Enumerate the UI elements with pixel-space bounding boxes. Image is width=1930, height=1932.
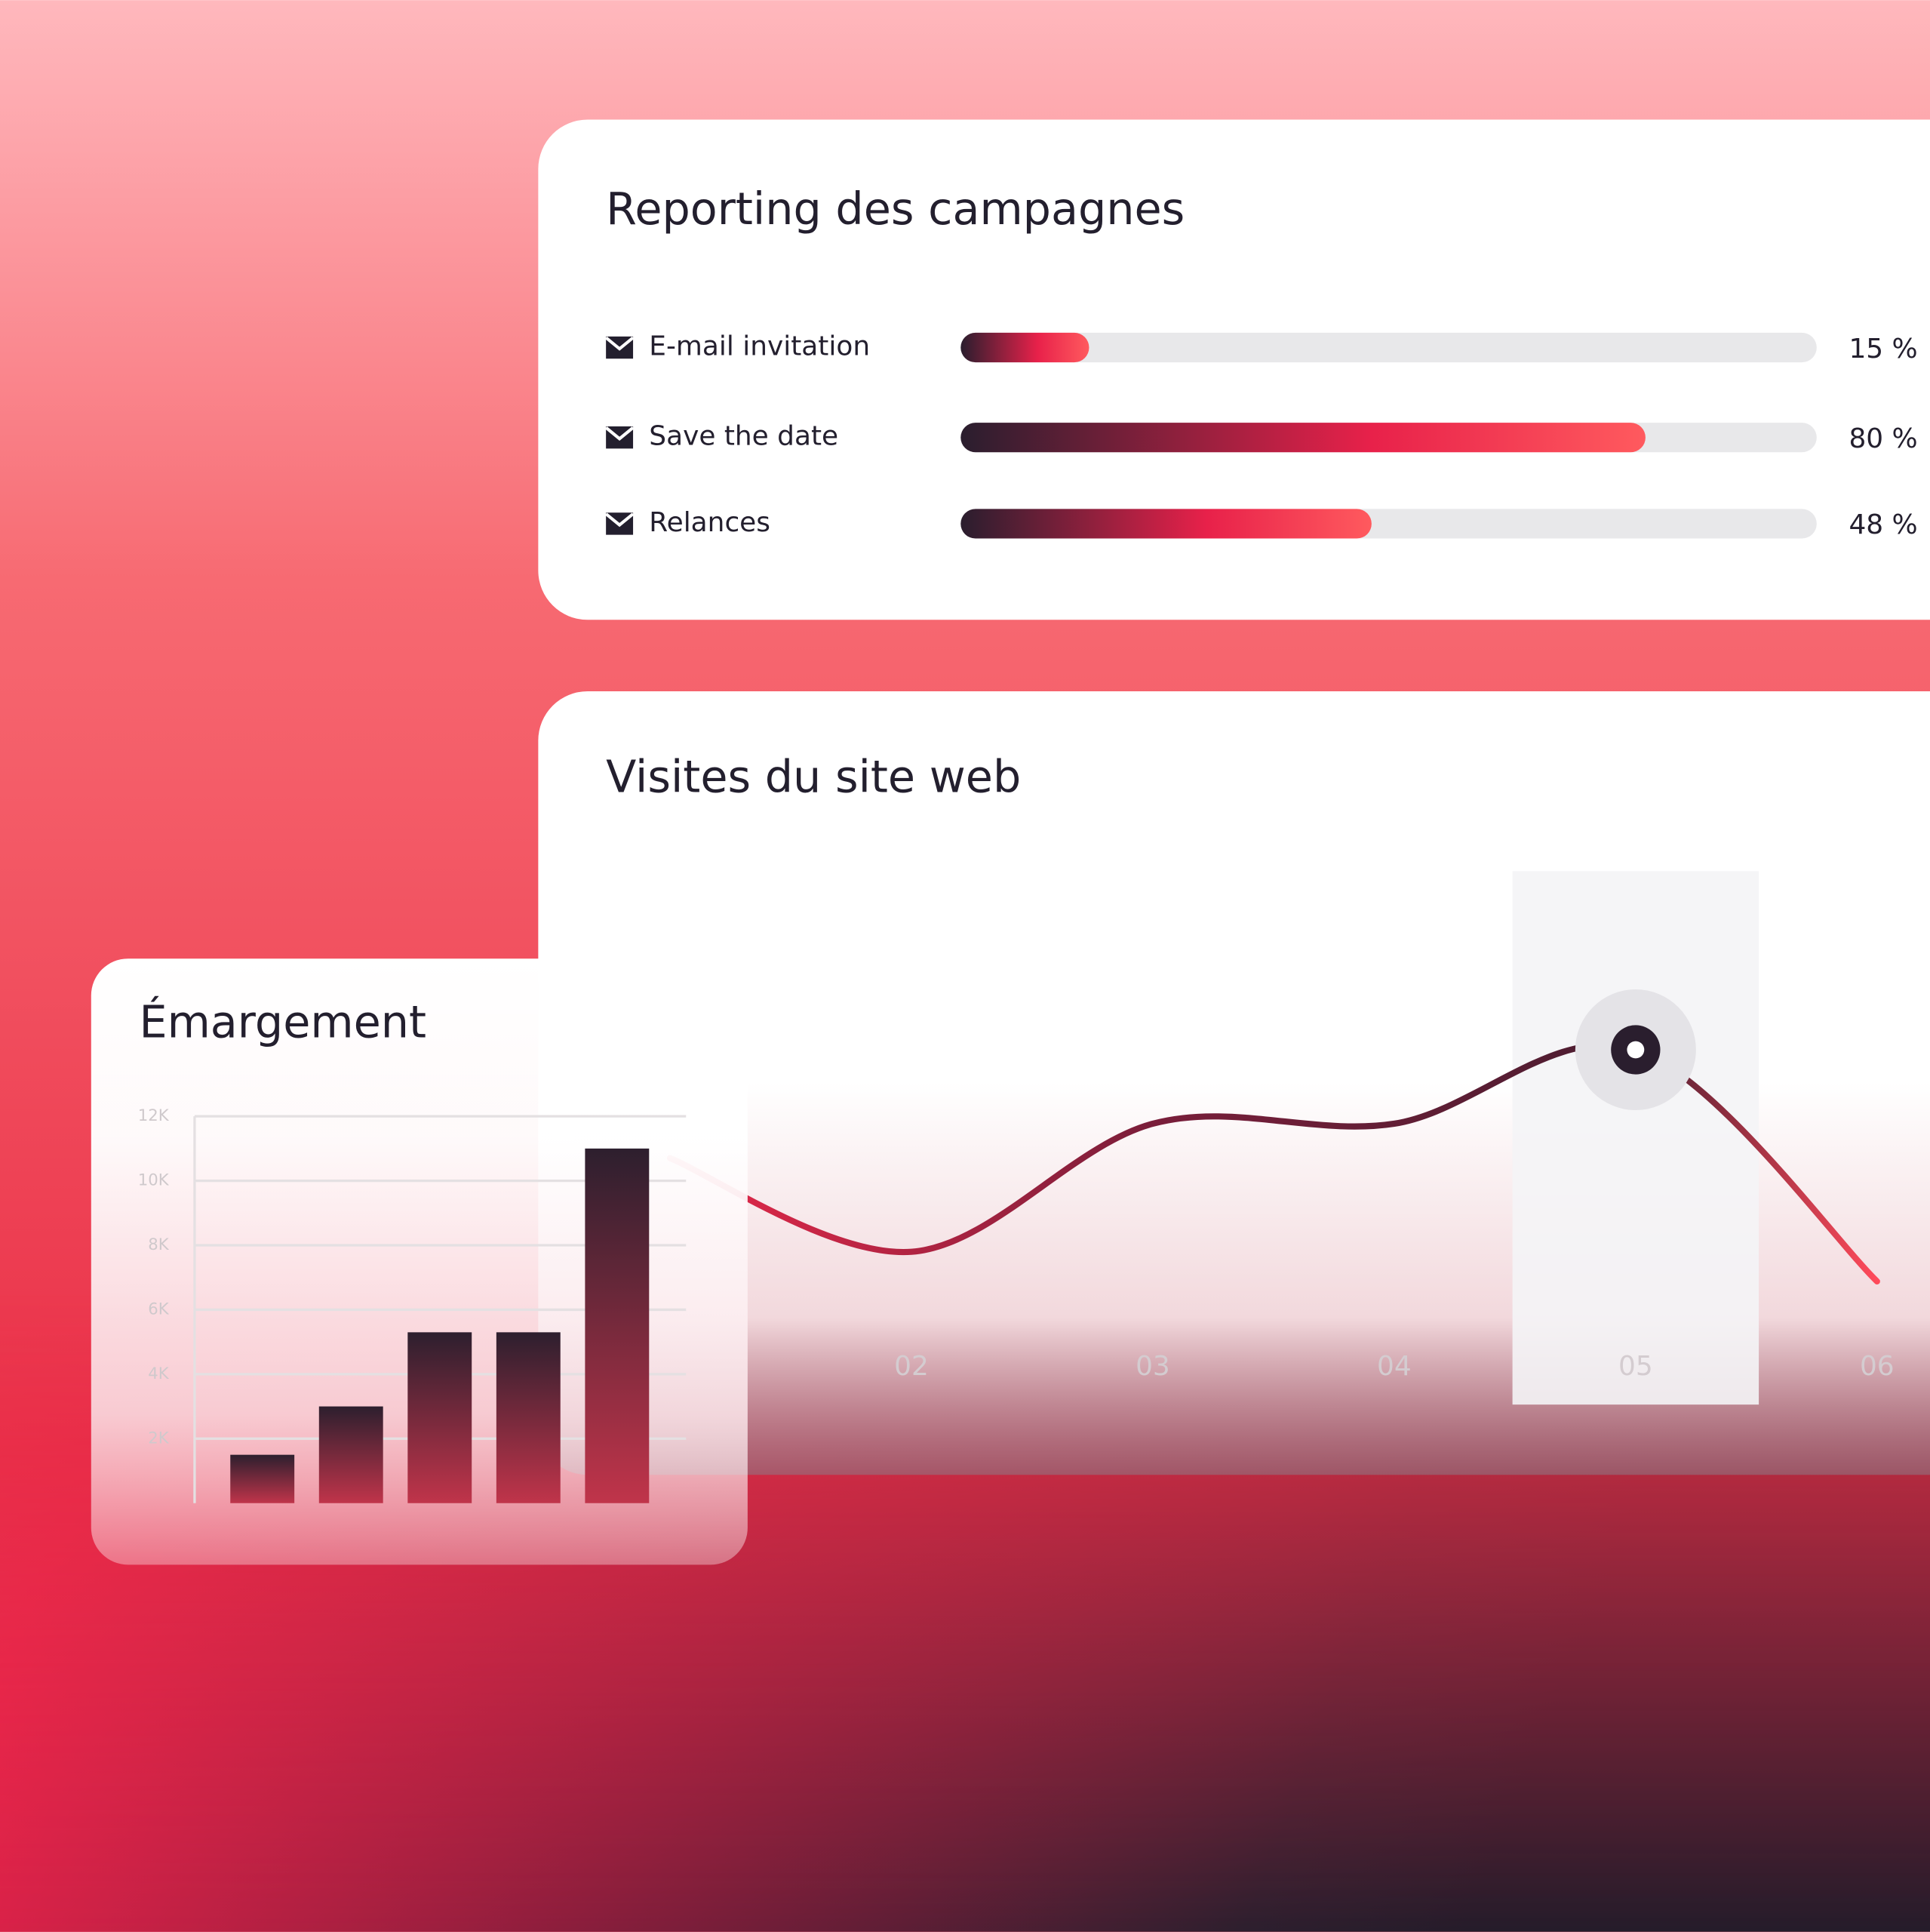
y-tick-label: 10K: [138, 1171, 170, 1190]
y-tick-label: 2K: [148, 1429, 170, 1447]
x-tick-label: 04: [1377, 1351, 1412, 1382]
chart-title: Visites du site web: [606, 751, 1021, 803]
bar: [960, 509, 1372, 539]
value-label: 15 %: [1849, 334, 1917, 365]
mail-icon-flap: [604, 512, 635, 528]
bar: [496, 1332, 561, 1503]
point-center: [1627, 1041, 1645, 1059]
line: [666, 1041, 1880, 1284]
card-reporting: [538, 119, 1930, 620]
y-tick-label: 4K: [148, 1364, 170, 1383]
bar: [960, 423, 1646, 453]
bar-track: [960, 332, 1817, 363]
chart-title: Émargement: [139, 995, 426, 1048]
bar: [230, 1454, 295, 1503]
mail-icon-flap: [604, 426, 635, 441]
row-label: Save the date: [649, 421, 838, 452]
x-tick-label: 05: [1618, 1351, 1653, 1382]
row-label: E-mail invitation: [649, 331, 870, 362]
bar: [318, 1406, 383, 1503]
row-label: Relances: [649, 507, 770, 538]
reporting-chart: Reporting des campagnes E-mail invitatio…: [604, 183, 1918, 540]
mail-icon-flap: [604, 336, 635, 351]
attendance-chart: Émargement 2K 4K 6K 8K 10K 12K: [138, 995, 687, 1503]
bar: [960, 332, 1089, 363]
visits-chart: Visites du site web 02 03 04 05 06: [606, 751, 1895, 1405]
x-tick-label: 03: [1136, 1351, 1170, 1382]
chart-title: Reporting des campagnes: [606, 183, 1185, 235]
value-label: 48 %: [1849, 509, 1917, 540]
bar: [407, 1332, 472, 1503]
highlight-column: [1512, 871, 1759, 1405]
x-tick-label: 06: [1860, 1351, 1895, 1382]
y-tick-label: 12K: [138, 1106, 170, 1125]
bar: [585, 1148, 650, 1503]
x-tick-label: 02: [894, 1351, 929, 1382]
value-label: 80 %: [1849, 423, 1917, 454]
card-attendance: [91, 958, 748, 1565]
y-tick-label: 8K: [148, 1235, 170, 1254]
y-tick-label: 6K: [148, 1300, 170, 1318]
